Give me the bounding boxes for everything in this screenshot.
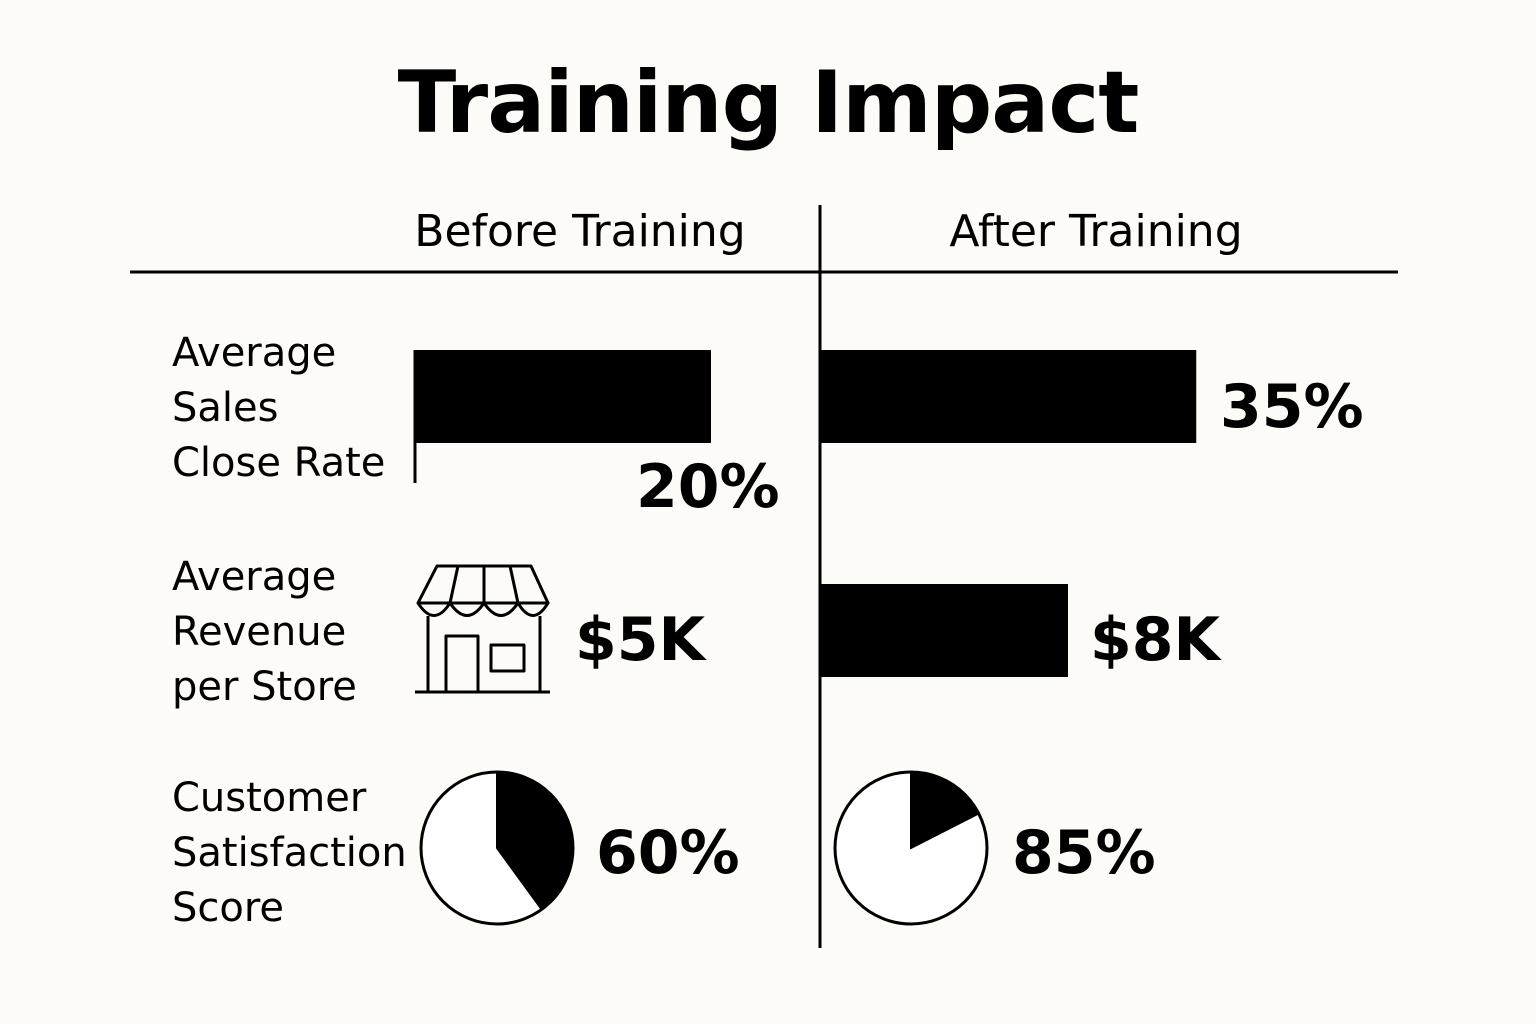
after-satisfaction-label: 85%	[1012, 818, 1156, 888]
before-column-header: Before Training	[414, 206, 746, 257]
row-label-revenue: Average Revenue per Store	[172, 554, 357, 710]
pie-before-satisfaction-slice	[496, 770, 574, 911]
bar-before-close-rate	[415, 350, 711, 443]
row-label-satisfaction: Customer Satisfaction Score	[172, 775, 407, 931]
bar-after-revenue	[820, 584, 1068, 677]
after-revenue-label: $8K	[1090, 605, 1220, 675]
after-close-rate-label: 35%	[1220, 372, 1364, 442]
pie-after-satisfaction-slice	[910, 770, 981, 850]
chart-title: Training Impact	[397, 53, 1140, 153]
before-revenue-label: $5K	[575, 605, 705, 675]
after-column-header: After Training	[949, 206, 1243, 257]
bar-after-close-rate	[820, 350, 1197, 443]
before-close-rate-label: 20%	[636, 452, 780, 522]
before-satisfaction-label: 60%	[596, 818, 740, 888]
row-label-close-rate: Average Sales Close Rate	[172, 330, 386, 486]
storefront-icon	[415, 564, 550, 694]
